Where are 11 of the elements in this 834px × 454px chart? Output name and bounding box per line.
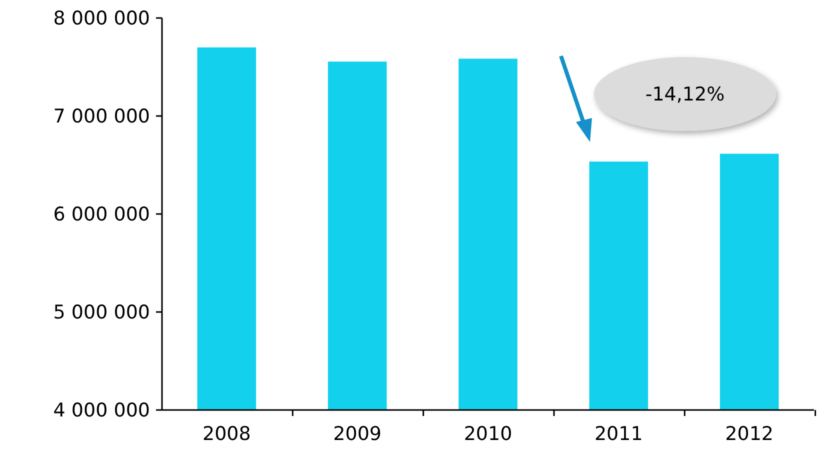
y-tick-label: 5 000 000 xyxy=(53,302,150,324)
x-tick-label: 2011 xyxy=(594,423,643,445)
y-tick-label: 4 000 000 xyxy=(53,400,150,422)
annotation: -14,12% xyxy=(645,84,725,106)
y-tick-label: 6 000 000 xyxy=(53,204,150,226)
y-tick-label: 7 000 000 xyxy=(53,106,150,128)
x-tick-label: 2012 xyxy=(725,423,774,445)
x-tick-label: 2009 xyxy=(333,423,382,445)
x-tick-label: 2008 xyxy=(202,423,251,445)
x-tick-label: 2010 xyxy=(464,423,512,445)
y-tick-label: 8 000 000 xyxy=(53,8,150,30)
